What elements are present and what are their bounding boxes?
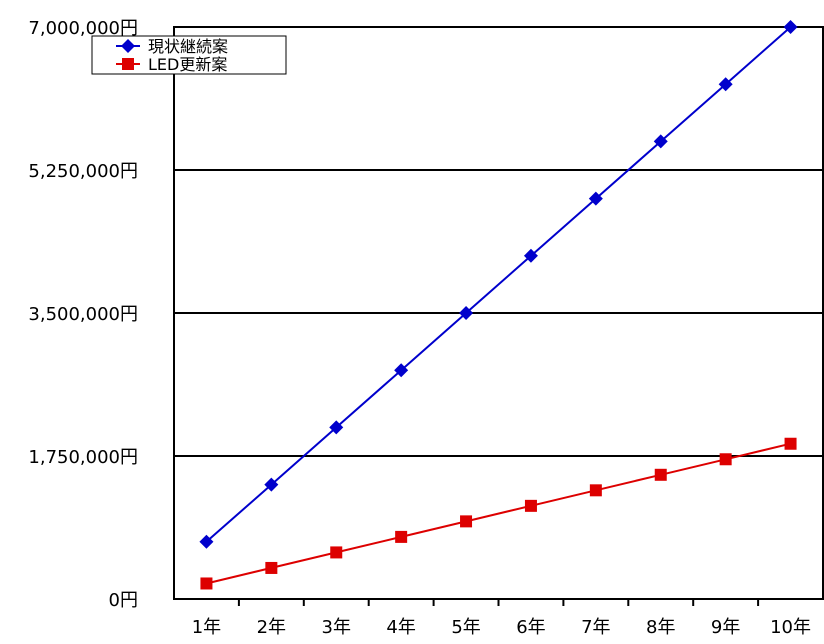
x-axis-ticks — [237, 599, 760, 606]
data-point — [459, 306, 474, 320]
data-point — [265, 561, 278, 574]
data-point — [589, 484, 602, 497]
data-point — [524, 499, 537, 512]
y-tick-label: 0円 — [109, 590, 138, 611]
data-point — [199, 534, 214, 549]
series-line — [205, 26, 792, 543]
y-tick-label: 3,500,000円 — [28, 304, 138, 325]
legend-label: 現状継続案 — [148, 37, 228, 56]
x-tick-label: 10年 — [770, 617, 811, 638]
series-diamond — [199, 20, 798, 549]
data-point — [718, 77, 733, 92]
data-point — [330, 546, 343, 559]
series-line — [206, 442, 791, 585]
data-point — [394, 363, 409, 378]
y-tick-label: 1,750,000円 — [28, 447, 138, 468]
series-group — [199, 20, 798, 590]
data-point — [654, 468, 667, 481]
x-tick-label: 2年 — [257, 617, 286, 638]
data-point — [200, 577, 213, 590]
y-tick-label: 5,250,000円 — [28, 161, 138, 182]
x-axis-labels: 1年 2年 3年 4年 5年 6年 7年 8年 9年 10年 — [192, 617, 811, 638]
data-point — [395, 530, 408, 543]
x-tick-label: 5年 — [451, 617, 480, 638]
data-point — [653, 134, 668, 149]
x-tick-label: 7年 — [581, 617, 610, 638]
x-tick-label: 4年 — [386, 617, 415, 638]
data-point — [523, 248, 538, 263]
y-tick-label: 7,000,000円 — [28, 18, 138, 39]
x-tick-label: 8年 — [646, 617, 675, 638]
y-axis-labels: 0円 1,750,000円 3,500,000円 5,250,000円 7,000,00… — [28, 18, 138, 611]
x-tick-label: 1年 — [192, 617, 221, 638]
legend-marker — [122, 58, 134, 70]
x-tick-label: 6年 — [516, 617, 545, 638]
gridlines — [174, 169, 823, 457]
x-tick-label: 3年 — [322, 617, 351, 638]
legend-label: LED更新案 — [148, 55, 227, 74]
data-point — [719, 453, 732, 466]
data-point — [460, 515, 473, 528]
data-point — [588, 191, 603, 206]
data-point — [329, 420, 344, 435]
series-square — [200, 437, 797, 590]
x-tick-label: 9年 — [711, 617, 740, 638]
data-point — [264, 477, 279, 492]
legend-marker — [121, 39, 135, 53]
data-point — [784, 437, 797, 450]
data-point — [783, 20, 798, 34]
